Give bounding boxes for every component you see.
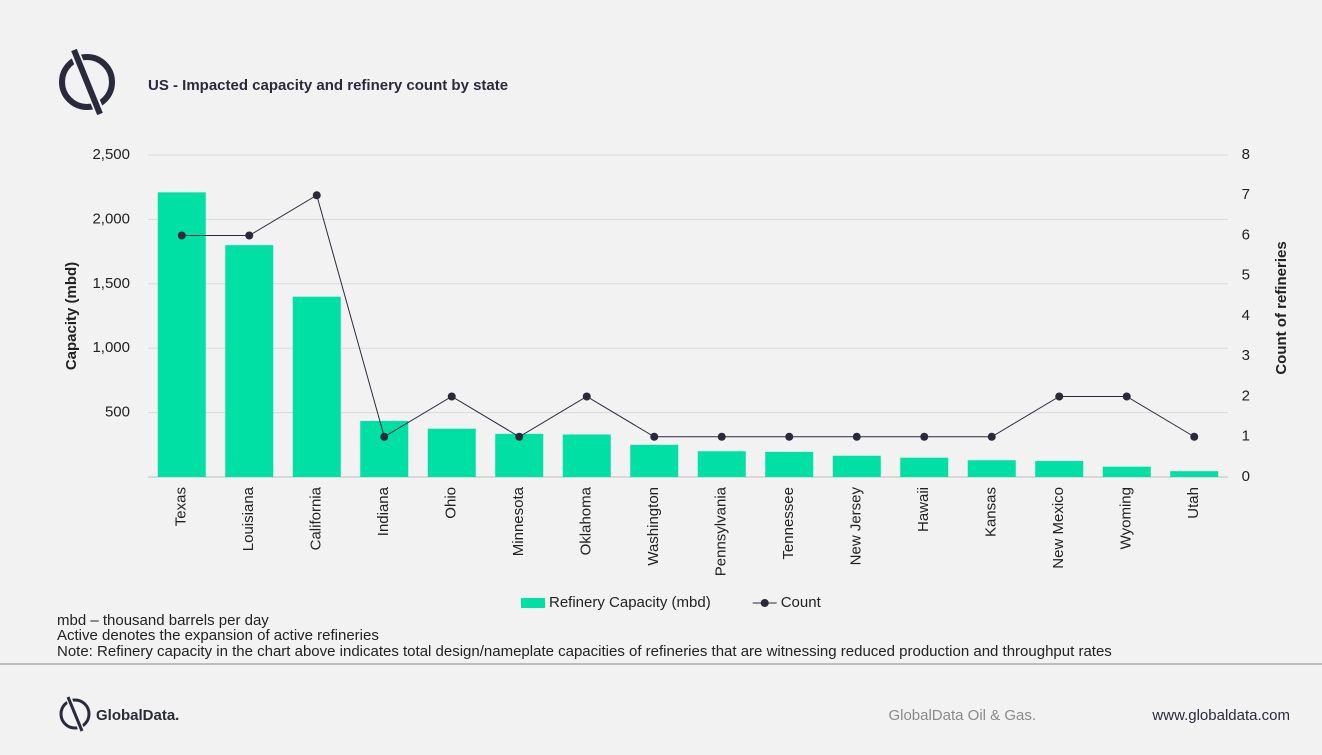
bar	[225, 245, 274, 477]
count-marker	[987, 432, 996, 441]
count-line	[181, 194, 1195, 438]
y2-tick-label: 2	[1242, 387, 1250, 404]
legend-marker	[760, 599, 769, 607]
y-tick-label: 2,500	[92, 146, 130, 163]
bar	[1170, 471, 1219, 477]
count-marker	[515, 432, 524, 441]
count-marker	[177, 231, 186, 240]
bar	[292, 296, 341, 477]
x-tick-label: New Mexico	[1050, 487, 1067, 569]
bar	[1035, 460, 1084, 477]
brand-name: GlobalData.	[96, 707, 179, 724]
y2-tick-label: 7	[1242, 186, 1250, 203]
bar	[697, 451, 746, 477]
count-marker	[245, 231, 254, 240]
count-marker	[1122, 392, 1131, 401]
y2-tick-label: 5	[1242, 267, 1250, 284]
count-marker	[785, 432, 794, 441]
bar	[967, 460, 1016, 477]
y2-tick-label: 4	[1242, 307, 1250, 324]
count-marker	[920, 432, 929, 441]
y-tick-label: 1,000	[92, 339, 130, 356]
y-tick-label: 1,500	[92, 275, 130, 292]
bar	[495, 433, 544, 477]
source: GlobalData Oil & Gas.	[888, 707, 1036, 724]
bar	[157, 192, 206, 478]
x-tick-label: California	[308, 486, 325, 550]
count-marker	[1190, 432, 1199, 441]
x-tick-label: Washington	[645, 487, 662, 566]
x-tick-label: Tennessee	[780, 487, 797, 560]
x-tick-label: Wyoming	[1118, 487, 1135, 549]
legend-swatch	[521, 598, 545, 608]
y2-tick-label: 8	[1242, 146, 1250, 163]
bar	[427, 428, 476, 477]
bar	[832, 455, 881, 477]
bar	[630, 444, 679, 477]
count-marker	[380, 432, 389, 441]
count-marker	[1055, 392, 1064, 401]
footnote: Note: Refinery capacity in the chart abo…	[57, 643, 1112, 660]
bar	[562, 434, 611, 477]
x-tick-label: Minnesota	[510, 486, 527, 556]
count-marker	[717, 432, 726, 441]
y2-tick-label: 3	[1242, 347, 1250, 364]
y2-tick-label: 6	[1242, 226, 1250, 243]
legend-label: Count	[781, 594, 822, 611]
count-marker	[312, 191, 321, 200]
y-tick-label: 2,000	[92, 210, 130, 227]
x-tick-label: Oklahoma	[578, 486, 595, 555]
x-tick-label: Ohio	[443, 487, 460, 519]
chart-title: US - Impacted capacity and refinery coun…	[148, 77, 508, 94]
legend-label: Refinery Capacity (mbd)	[549, 594, 711, 611]
x-tick-label: New Jersey	[848, 487, 865, 566]
count-marker	[852, 432, 861, 441]
x-tick-label: Indiana	[375, 486, 392, 536]
website[interactable]: www.globaldata.com	[1151, 707, 1290, 724]
x-tick-label: Hawaii	[915, 487, 932, 532]
x-tick-label: Pennsylvania	[713, 486, 730, 576]
x-tick-label: Louisiana	[240, 486, 257, 551]
x-tick-label: Utah	[1185, 487, 1202, 519]
bar	[360, 420, 409, 477]
bar	[765, 451, 814, 477]
footnote: Active denotes the expansion of active r…	[57, 627, 379, 644]
count-marker	[582, 392, 591, 401]
y2-tick-label: 1	[1242, 428, 1250, 445]
y2-tick-label: 0	[1242, 468, 1250, 485]
count-marker	[650, 432, 659, 441]
logo-icon	[59, 44, 115, 120]
y-axis-label: Capacity (mbd)	[63, 262, 80, 370]
brand-icon	[59, 692, 91, 736]
x-tick-label: Texas	[173, 487, 190, 526]
y2-axis-label: Count of refineries	[1273, 241, 1290, 374]
y-tick-label: 500	[105, 404, 130, 421]
bar	[1102, 466, 1151, 477]
x-tick-label: Kansas	[983, 487, 1000, 537]
bar	[900, 457, 949, 477]
footnote: mbd – thousand barrels per day	[57, 612, 269, 629]
count-marker	[447, 392, 456, 401]
